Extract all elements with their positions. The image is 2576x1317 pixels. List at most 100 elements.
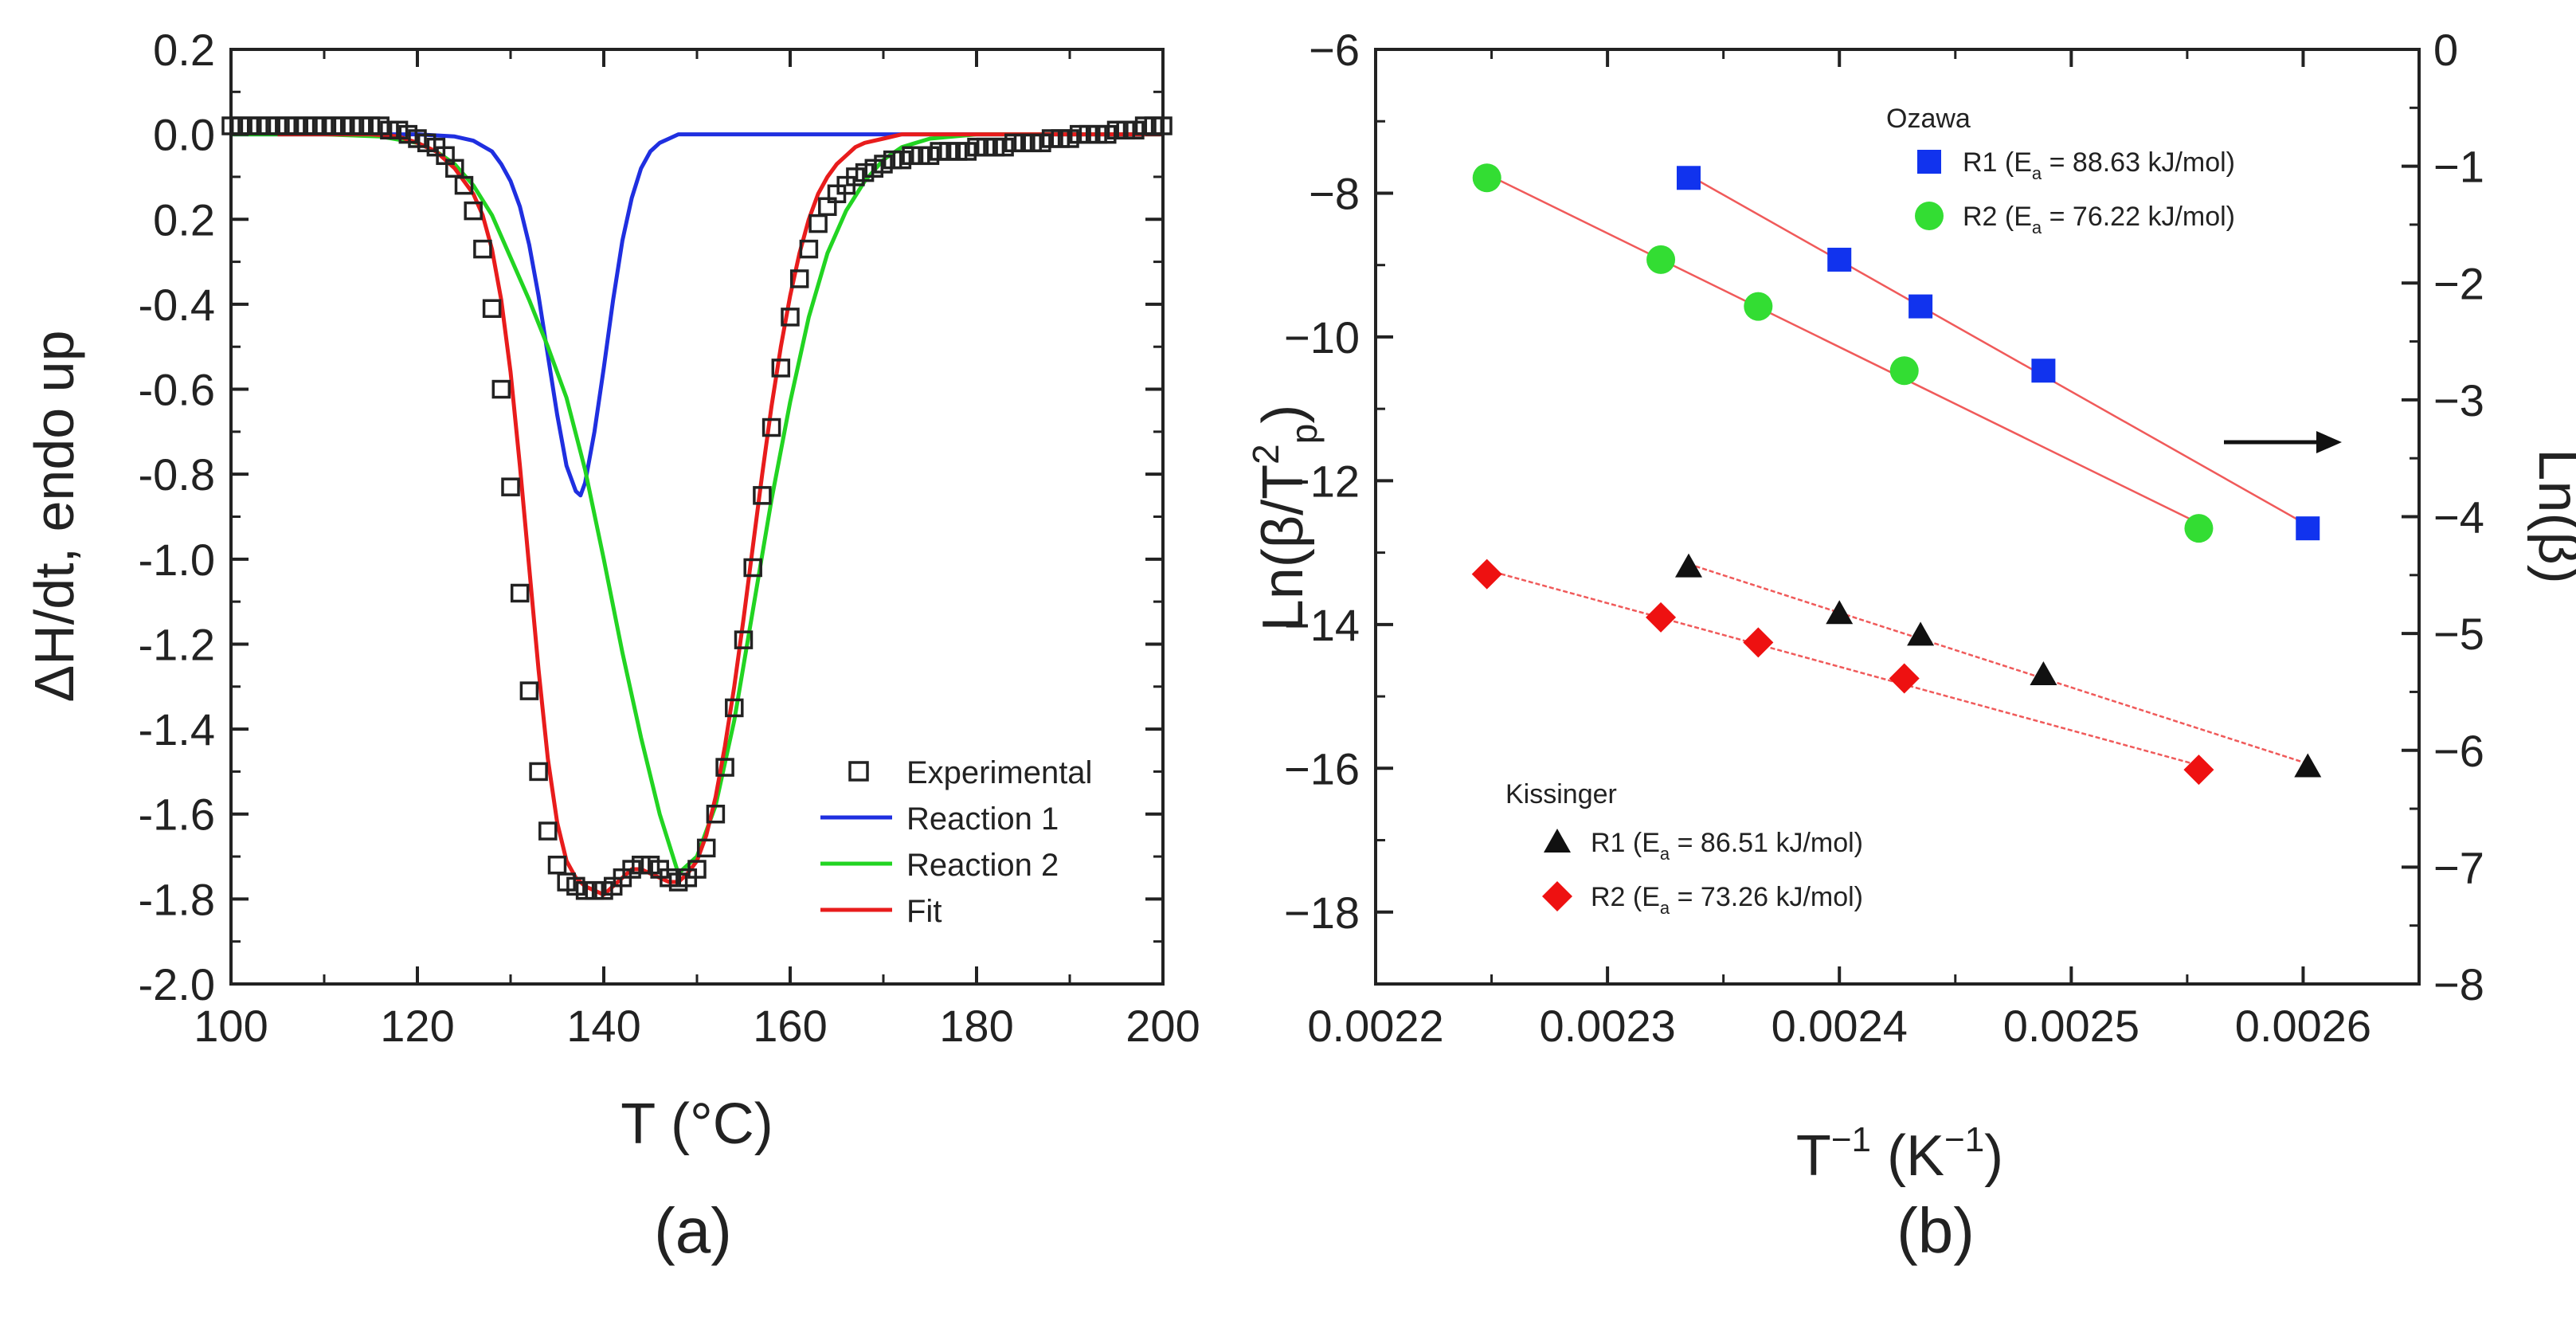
legend-text-part: R2 (E: [1591, 882, 1660, 912]
point-kissinger-r1: [2294, 753, 2322, 778]
legend-text-part: a: [1660, 844, 1670, 864]
legend-text-part: = 76.22 kJ/mol): [2042, 202, 2235, 232]
point-ozawa-r2: [1889, 356, 1919, 386]
y-right-tick-label: 0: [2433, 25, 2458, 75]
y-right-tick-label: −6: [2433, 726, 2484, 776]
experimental-point: [808, 214, 828, 233]
legend-label-kissinger-r2: R2 (Ea = 73.26 kJ/mol): [1591, 882, 1863, 918]
experimental-point: [696, 838, 716, 858]
experimental-point: [781, 308, 800, 327]
panel-a-chart: 100 120 140 160 180 200 0.2 0.0 0.2 -0.4 -0.6 -0.8 -…: [23, 25, 1200, 1266]
legend-text-part: R2 (E: [1963, 202, 2032, 232]
x-tick-label: 120: [380, 1001, 454, 1051]
panel-b-y-axis-title: Ln(β/T2p): [1245, 405, 1325, 632]
legend-label-experimental: Experimental: [906, 755, 1092, 790]
point-ozawa-r1: [1677, 166, 1701, 190]
experimental-point: [734, 630, 754, 649]
experimental-point: [761, 417, 781, 437]
experimental-point: [799, 239, 819, 259]
legend-text-part: a: [2032, 218, 2042, 237]
y-tick-label: -1.6: [139, 790, 216, 840]
y-right-tick-label: −1: [2433, 142, 2484, 192]
x-tick-label: 200: [1126, 1001, 1200, 1051]
y-left-tick-label: −16: [1284, 743, 1360, 794]
legend-marker-ozawa-r2: [1915, 202, 1944, 230]
panel-a-label: (a): [654, 1195, 732, 1266]
legend-text-part: R1 (E: [1591, 828, 1660, 858]
point-ozawa-r2: [1646, 245, 1676, 274]
fit-line-ozawa-r1: [1688, 174, 2308, 527]
panel-b-label: (b): [1897, 1195, 1975, 1266]
series-line-fit: [277, 132, 1163, 897]
fit-line-ozawa-r2: [1486, 173, 2199, 524]
experimental-point: [482, 299, 502, 318]
y-tick-label: -1.4: [139, 704, 216, 755]
y-right-tick-label: −2: [2433, 258, 2484, 308]
point-kissinger-r1: [2030, 661, 2057, 686]
y-tick-label: -0.8: [139, 449, 216, 500]
experimental-point: [464, 201, 483, 221]
experimental-point: [789, 269, 809, 288]
y-tick-label: 0.2: [153, 25, 215, 75]
panel-b-frame: [1374, 48, 2421, 986]
experimental-point: [454, 175, 474, 195]
legend-text-part: R1 (E: [1963, 147, 2032, 178]
y-tick-label: 0.0: [153, 110, 215, 160]
x-tick-label: 0.0024: [1771, 1001, 1908, 1051]
y-left-tick-label: −18: [1284, 888, 1360, 938]
y-tick-label: -0.4: [139, 280, 216, 330]
y-left-tick-label: −6: [1309, 25, 1360, 75]
point-ozawa-r1: [1827, 247, 1852, 272]
point-kissinger-r1: [1675, 553, 1702, 578]
point-ozawa-r1: [1909, 294, 1933, 319]
legend-marker-kissinger-r2: [1542, 881, 1572, 911]
y-tick-label: -1.2: [139, 619, 216, 669]
point-ozawa-r1: [2031, 359, 2056, 383]
point-kissinger-r2: [2183, 755, 2214, 786]
experimental-point: [706, 804, 726, 824]
y-left-tick-label: −10: [1284, 312, 1360, 363]
point-kissinger-r2: [1646, 602, 1677, 633]
legend-text-part: = 86.51 kJ/mol): [1670, 828, 1863, 858]
experimental-point: [519, 681, 539, 700]
legend-title-kissinger: Kissinger: [1505, 779, 1617, 809]
panel-a-curves: [221, 116, 1173, 900]
fit-line-kissinger-r2: [1486, 569, 2199, 766]
y-left-tick-label: −8: [1309, 168, 1360, 218]
experimental-point: [715, 758, 734, 777]
experimental-point: [725, 698, 744, 718]
series-line-reaction-1: [231, 132, 1163, 498]
legend-text-part: = 73.26 kJ/mol): [1670, 882, 1863, 912]
legend-marker-experimental: [848, 761, 869, 782]
legend-text-part: = 88.63 kJ/mol): [2042, 147, 2235, 178]
y-right-tick-label: −5: [2433, 609, 2484, 659]
x-tick-label: 180: [939, 1001, 1013, 1051]
experimental-point: [771, 359, 791, 378]
point-kissinger-r2: [1743, 627, 1774, 658]
point-kissinger-r2: [1889, 663, 1920, 694]
legend-title-ozawa: Ozawa: [1886, 104, 1971, 134]
x-tick-label: 0.0023: [1539, 1001, 1675, 1051]
legend-label-ozawa-r1: R1 (Ea = 88.63 kJ/mol): [1963, 147, 2235, 183]
panel-a-legend: Experimental Reaction 1 Reaction 2 Fit: [820, 755, 1092, 929]
experimental-point: [510, 583, 530, 603]
panel-b-fit-lines: [1486, 173, 2308, 766]
point-ozawa-r2: [1744, 292, 1773, 321]
fit-line-kissinger-r1: [1688, 562, 2308, 765]
panel-a-ticks: 100 120 140 160 180 200 0.2 0.0 0.2 -0.4 -0.6 -0.8 -…: [139, 25, 1200, 1051]
y-right-tick-label: −3: [2433, 375, 2484, 425]
experimental-point: [491, 379, 511, 399]
legend-marker-kissinger-r1: [1544, 829, 1571, 853]
legend-label-fit: Fit: [906, 894, 942, 929]
legend-label-reaction-1: Reaction 1: [906, 802, 1059, 837]
point-kissinger-r1: [1826, 600, 1854, 625]
x-tick-label: 140: [566, 1001, 640, 1051]
experimental-point: [687, 860, 707, 879]
y-left-tick-label: −14: [1284, 600, 1360, 650]
panel-b-ticks: 0.0022 0.0023 0.0024 0.0025 0.0026−6−8−10−12…: [1284, 25, 2484, 1051]
panel-b-x-axis-title: T−1 (K−1): [1796, 1120, 2003, 1188]
x-tick-label: 0.0022: [1307, 1001, 1443, 1051]
legend-label-ozawa-r2: R2 (Ea = 76.22 kJ/mol): [1963, 202, 2235, 237]
